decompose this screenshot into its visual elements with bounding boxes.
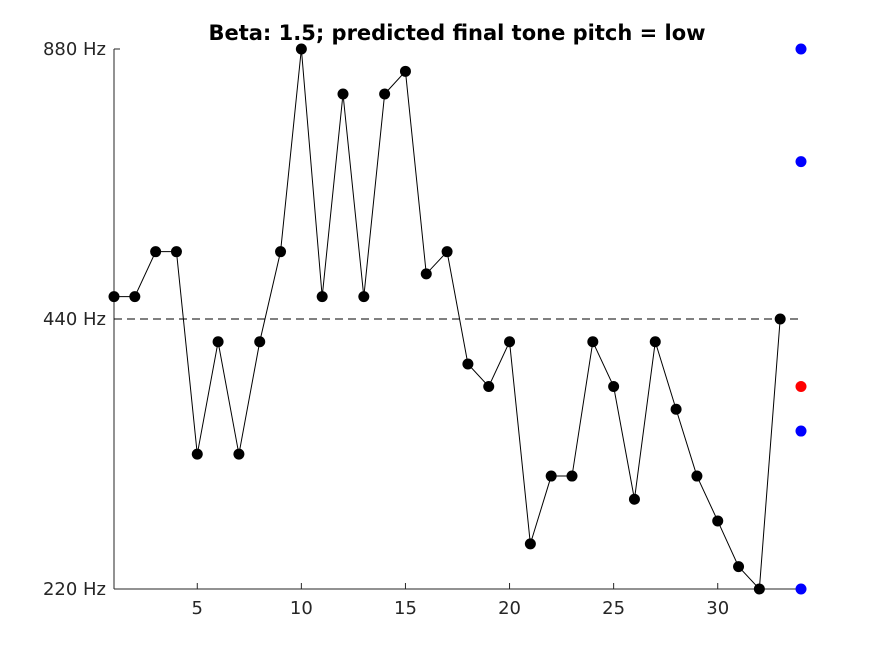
data-point xyxy=(628,493,640,505)
data-point xyxy=(379,88,391,100)
data-point xyxy=(233,448,245,460)
data-point xyxy=(462,358,474,370)
y-tick-label: 880 Hz xyxy=(43,39,106,60)
data-point xyxy=(254,336,266,348)
data-point xyxy=(733,561,745,573)
data-point xyxy=(358,291,370,303)
candidate-tone-point xyxy=(795,43,807,55)
y-tick-label: 220 Hz xyxy=(43,579,106,600)
data-point xyxy=(170,246,182,258)
data-point xyxy=(316,291,328,303)
predicted-tone-point xyxy=(795,380,807,392)
data-point xyxy=(108,291,120,303)
data-point xyxy=(337,88,349,100)
candidate-tone-point xyxy=(795,425,807,437)
data-point xyxy=(649,336,661,348)
series-layer xyxy=(108,43,786,595)
chart-title: Beta: 1.5; predicted final tone pitch = … xyxy=(208,21,705,45)
data-point xyxy=(545,470,557,482)
axes: 5 10 15 20 25 30 220 Hz 440 Hz 880 Hz xyxy=(43,39,801,619)
data-point xyxy=(275,246,287,258)
data-point xyxy=(566,470,578,482)
data-point xyxy=(670,403,682,415)
data-point xyxy=(712,515,724,527)
x-tick-label: 5 xyxy=(192,598,203,619)
x-tick-label: 15 xyxy=(394,598,417,619)
data-point xyxy=(212,336,224,348)
data-point xyxy=(483,380,495,392)
data-point xyxy=(399,65,411,77)
data-point xyxy=(504,336,516,348)
candidate-tone-point xyxy=(795,583,807,595)
candidate-tone-point xyxy=(795,156,807,168)
data-point xyxy=(295,43,307,55)
data-point xyxy=(608,380,620,392)
x-tick-label: 10 xyxy=(290,598,313,619)
candidate-tones-layer xyxy=(795,43,807,595)
data-point xyxy=(420,268,432,280)
data-point xyxy=(150,246,162,258)
data-point xyxy=(441,246,453,258)
data-point xyxy=(191,448,203,460)
y-tick-label: 440 Hz xyxy=(43,309,106,330)
x-tick-label: 25 xyxy=(602,598,625,619)
data-point xyxy=(587,336,599,348)
data-point xyxy=(129,291,141,303)
data-point xyxy=(753,583,765,595)
data-point xyxy=(524,538,536,550)
x-tick-label: 20 xyxy=(498,598,521,619)
data-point xyxy=(691,470,703,482)
data-point xyxy=(774,313,786,325)
x-tick-label: 30 xyxy=(706,598,729,619)
